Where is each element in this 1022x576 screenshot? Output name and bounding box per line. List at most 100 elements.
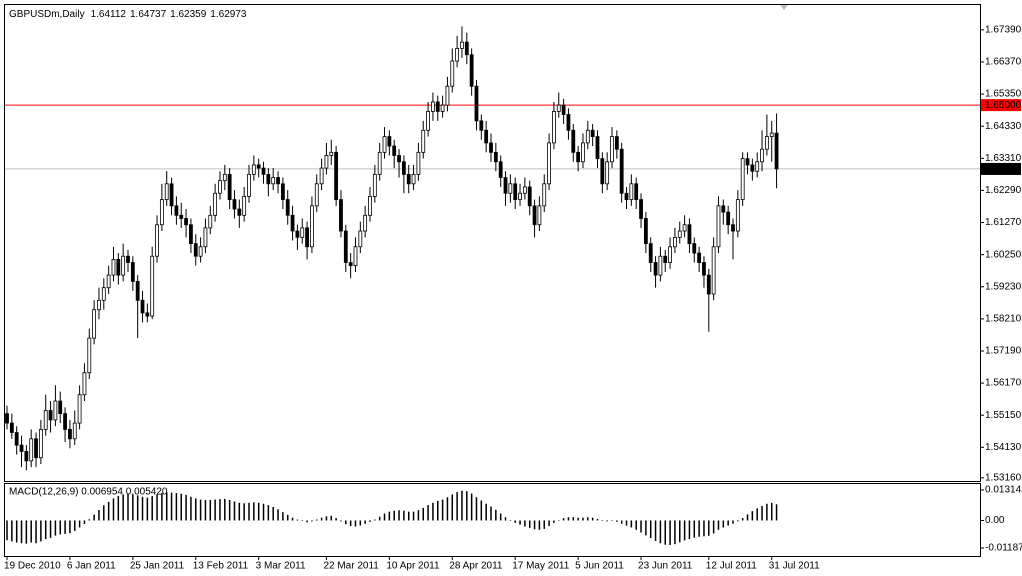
candle-body (203, 227, 208, 248)
macd-bar (456, 492, 458, 521)
candle-body (585, 129, 590, 144)
macd-bar (475, 497, 478, 521)
candle-body (334, 151, 339, 200)
candle-body (198, 246, 203, 257)
macd-bar (83, 520, 86, 524)
macd-bar (190, 496, 192, 521)
macd-bar (732, 520, 734, 524)
candle-body (474, 85, 479, 122)
y-tick-label: 1.61270 (985, 217, 1022, 228)
macd-y-tick-label: -0.01187 (985, 543, 1022, 554)
macd-bar (248, 502, 250, 521)
macd-bar (761, 506, 763, 521)
macd-bar (625, 520, 628, 526)
macd-bar (20, 520, 23, 544)
macd-bar (587, 517, 589, 521)
candle-body (498, 161, 503, 178)
macd-bar (243, 503, 245, 521)
macd-bar (209, 500, 212, 521)
candle-body (740, 158, 745, 200)
x-tick-label: 13 Feb 2011 (193, 561, 249, 572)
candle-body (150, 255, 155, 317)
macd-bar (591, 517, 594, 521)
candle-body (53, 400, 58, 421)
macd-bar (340, 520, 342, 522)
macd-bar (567, 517, 570, 521)
macd-bar (224, 498, 226, 521)
candle-body (484, 129, 489, 144)
candle-body (518, 192, 522, 200)
candle-body (387, 136, 392, 147)
candle-body (232, 199, 237, 210)
y-tick-label: 1.54130 (985, 442, 1022, 453)
macd-bar (645, 520, 647, 536)
macd-bar (306, 520, 308, 523)
candle-body (372, 173, 377, 197)
candle-body (522, 186, 527, 194)
candle-body (735, 199, 740, 232)
macd-bar (437, 500, 439, 521)
macd-bar (572, 517, 575, 521)
macd-bar (30, 520, 32, 543)
candle-body (314, 183, 319, 207)
macd-bar (219, 499, 221, 521)
macd-bar (165, 492, 168, 521)
candle-body (92, 309, 97, 339)
candle-body (280, 183, 285, 200)
y-tick-label: 1.59230 (985, 281, 1022, 292)
candle-body (159, 199, 164, 226)
candle-body (290, 214, 295, 232)
macd-bar (616, 520, 618, 522)
candle-body (48, 410, 53, 421)
x-tick-label: 6 Jan 2011 (67, 561, 116, 572)
macd-bar (432, 502, 434, 521)
candle-body (547, 142, 551, 185)
macd-bar (398, 510, 400, 521)
shift-marker (780, 5, 788, 10)
x-tick-label: 12 Jul 2011 (706, 561, 757, 572)
x-tick-label: 17 May 2011 (512, 561, 570, 572)
macd-bar (533, 520, 536, 530)
macd-bar (427, 505, 429, 521)
y-tick-label: 1.55150 (985, 410, 1022, 421)
header: GBPUSDm,Daily 1.64112 1.64737 1.62359 1.6297… (9, 9, 247, 20)
macd-bar (54, 520, 57, 536)
candle-body (750, 164, 755, 172)
candle-body (431, 101, 435, 112)
candle-body (527, 186, 532, 207)
close-readout: 1.62973 (210, 9, 247, 20)
candle-body (251, 164, 256, 175)
candle-body (566, 114, 571, 131)
candle-body (682, 224, 687, 232)
price-label: 1.62973 (985, 164, 1022, 175)
macd-bar (630, 520, 633, 528)
macd-bar (199, 499, 202, 521)
candle-body (411, 173, 416, 185)
y-tick-label: 1.65350 (985, 89, 1022, 100)
candle-body (256, 164, 261, 169)
candle-body (614, 136, 619, 150)
candle-body (276, 177, 280, 185)
candle-body (68, 428, 72, 440)
macd-bar (717, 520, 720, 530)
macd-bar (233, 501, 236, 521)
candle-body (111, 258, 116, 276)
candle-body (126, 255, 130, 263)
candle-body (440, 104, 445, 112)
candle-body (343, 230, 348, 263)
y-tick-label: 1.67390 (985, 25, 1022, 36)
candle-body (721, 205, 726, 213)
marks (5, 26, 980, 546)
macd-bar (393, 510, 395, 521)
macd-bar (388, 511, 391, 521)
macd-bar (495, 509, 497, 521)
x-tick-label: 28 Apr 2011 (449, 561, 503, 572)
macd-bar (528, 520, 531, 528)
candle-body (179, 214, 184, 219)
candle-body (561, 104, 566, 115)
price-label-box (981, 162, 1021, 175)
macd-bar (69, 520, 71, 534)
macd-bar (112, 498, 115, 521)
candle-body (774, 132, 779, 170)
